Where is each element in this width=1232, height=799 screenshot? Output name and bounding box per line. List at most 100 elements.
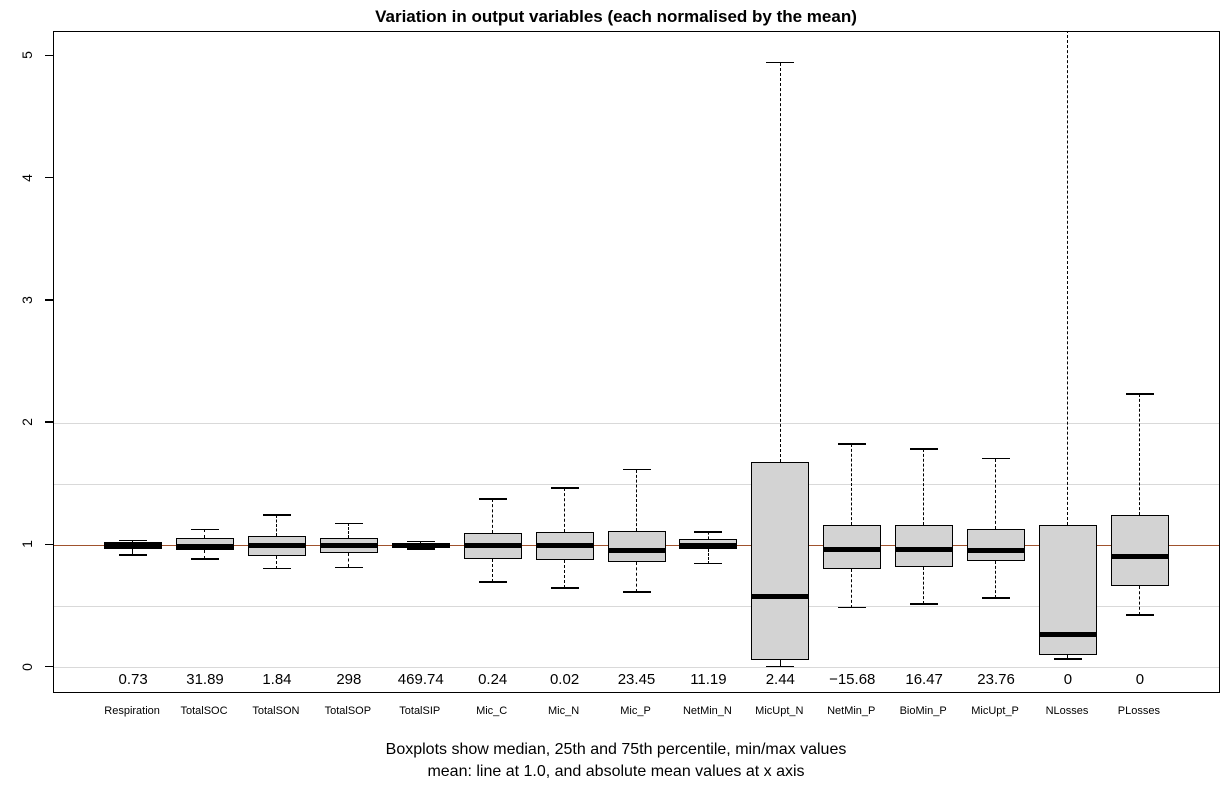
- y-tick-label: 3: [19, 295, 35, 304]
- whisker-upper: [348, 523, 350, 538]
- gridline: [54, 667, 1219, 669]
- box: [607, 530, 666, 563]
- whisker-cap-upper: [119, 539, 148, 542]
- whisker-cap-upper: [334, 522, 363, 525]
- category-label: NLosses: [1045, 705, 1089, 717]
- mean-value-label: 0: [1135, 671, 1145, 688]
- median-line: [1110, 553, 1169, 559]
- whisker-cap-lower: [622, 591, 651, 593]
- whisker-lower: [276, 556, 278, 569]
- whisker-upper: [1139, 393, 1141, 515]
- plot-area: 0.73 31.89 1.84 298 469.74 0.24 0.02 23.45 11.19…: [53, 31, 1220, 693]
- gridline: [54, 422, 1219, 424]
- whisker-cap-upper: [406, 540, 435, 543]
- y-tick-mark: [45, 421, 53, 423]
- mean-value-label: 11.19: [690, 671, 727, 688]
- whisker-upper: [276, 514, 278, 536]
- whisker-upper: [635, 469, 637, 531]
- whisker-cap-upper: [622, 468, 651, 471]
- whisker-lower: [779, 660, 781, 667]
- whisker-lower: [420, 547, 421, 549]
- whisker-cap-lower: [1053, 658, 1082, 660]
- whisker-upper: [707, 531, 709, 540]
- y-tick-label: 0: [19, 662, 35, 671]
- whisker-upper: [851, 443, 853, 525]
- category-label: TotalSIP: [399, 705, 441, 717]
- whisker-cap-lower: [1125, 614, 1154, 616]
- median-line: [679, 542, 738, 548]
- whisker-cap-upper: [478, 498, 507, 500]
- y-tick-label: 2: [19, 418, 35, 427]
- whisker-upper: [204, 529, 206, 538]
- mean-value-label: 31.89: [186, 671, 224, 688]
- whisker-upper: [923, 448, 925, 525]
- whisker-cap-lower: [550, 587, 579, 589]
- category-label: Respiration: [104, 705, 160, 717]
- whisker-lower: [204, 550, 206, 559]
- y-tick-mark: [45, 299, 53, 301]
- median-line: [391, 542, 450, 548]
- median-line: [319, 542, 378, 548]
- mean-value-label: 23.76: [977, 671, 1015, 688]
- y-tick-label: 5: [19, 51, 35, 60]
- whisker-cap-upper: [982, 457, 1011, 460]
- mean-value-label: 2.44: [765, 671, 795, 688]
- mean-value-label: 0.24: [478, 671, 508, 688]
- whisker-lower: [707, 549, 709, 564]
- mean-value-label: 0: [1063, 671, 1073, 688]
- whisker-cap-lower: [406, 548, 435, 550]
- category-label: MicUpt_P: [971, 705, 1019, 717]
- whisker-lower: [923, 567, 925, 604]
- whisker-cap-lower: [910, 603, 939, 605]
- y-tick-mark: [45, 54, 53, 57]
- median-line: [607, 547, 666, 553]
- mean-value-label: 298: [336, 671, 362, 688]
- whisker-cap-lower: [838, 606, 867, 609]
- median-line: [104, 542, 163, 548]
- median-line: [967, 547, 1026, 553]
- median-line: [823, 546, 882, 552]
- whisker-upper: [995, 458, 997, 530]
- mean-value-label: −15.68: [829, 671, 876, 688]
- subtitle-line-2: mean: line at 1.0, and absolute mean val…: [427, 763, 805, 780]
- whisker-cap-upper: [910, 448, 939, 450]
- category-label: TotalSON: [252, 705, 300, 717]
- category-label: NetMin_P: [827, 705, 876, 717]
- box: [1110, 514, 1169, 586]
- whisker-cap-lower: [982, 597, 1011, 599]
- whisker-upper: [491, 498, 493, 534]
- y-tick-mark: [45, 665, 53, 668]
- y-tick-label: 4: [19, 173, 35, 182]
- category-label: Mic_C: [476, 705, 508, 717]
- y-tick-mark: [45, 176, 53, 179]
- median-line: [247, 542, 306, 548]
- box: [895, 524, 954, 568]
- category-label: BioMin_P: [899, 705, 947, 717]
- median-line: [176, 544, 235, 550]
- whisker-upper: [779, 62, 781, 463]
- whisker-cap-upper: [838, 443, 867, 445]
- whisker-upper: [1067, 32, 1069, 525]
- whisker-cap-upper: [766, 61, 795, 64]
- median-line: [751, 594, 810, 600]
- median-line: [463, 542, 522, 548]
- whisker-lower: [1067, 655, 1069, 659]
- category-label: TotalSOP: [324, 705, 372, 717]
- median-line: [535, 542, 594, 548]
- mean-value-label: 0.73: [118, 671, 148, 688]
- whisker-cap-upper: [694, 531, 723, 533]
- whisker-cap-lower: [478, 581, 507, 583]
- whisker-lower: [1139, 585, 1141, 615]
- whisker-lower: [132, 549, 134, 556]
- whisker-cap-lower: [262, 567, 291, 570]
- mean-value-label: 23.45: [617, 671, 656, 688]
- gridline: [54, 605, 1219, 607]
- median-line: [1038, 632, 1097, 638]
- whisker-lower: [635, 562, 637, 592]
- whisker-cap-upper: [550, 487, 579, 489]
- mean-value-label: 469.74: [397, 671, 444, 688]
- whisker-lower: [995, 561, 997, 598]
- category-label: Mic_N: [547, 705, 580, 717]
- whisker-cap-upper: [1125, 393, 1154, 395]
